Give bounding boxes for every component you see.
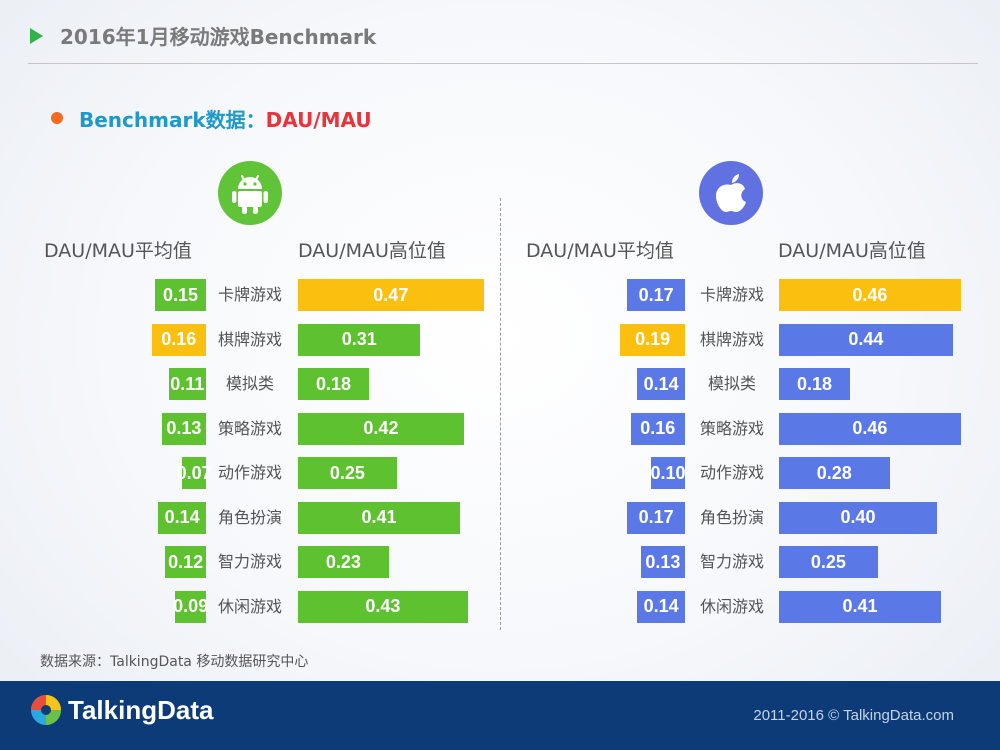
ios-avg-header: DAU/MAU平均值	[526, 240, 674, 262]
footer-bar	[0, 681, 1000, 750]
android-avg-bar: 0.12	[165, 546, 206, 578]
android-avg-bar: 0.16	[151, 323, 206, 356]
android-category-label: 休闲游戏	[217, 596, 282, 616]
platform-divider	[500, 198, 501, 630]
ios-high-bar: 0.46	[779, 412, 961, 445]
android-avg-bar: 0.13	[161, 412, 206, 445]
android-high-bar: 0.18	[298, 368, 370, 400]
android-high-bar: 0.42	[298, 412, 464, 445]
ios-avg-bar: 0.17	[627, 279, 685, 311]
android-icon	[218, 161, 282, 225]
section-metric: DAU/MAU	[265, 108, 372, 132]
ios-high-bar: 0.44	[779, 323, 953, 356]
ios-category-label: 角色扮演	[699, 507, 764, 527]
android-high-bar: 0.25	[298, 457, 397, 489]
ios-avg-bar: 0.16	[630, 412, 685, 445]
android-avg-bar: 0.07	[177, 457, 212, 489]
android-category-label: 模拟类	[225, 374, 274, 393]
android-category-label: 角色扮演	[217, 507, 282, 527]
android-avg-bar: 0.14	[158, 501, 206, 534]
header-divider	[28, 63, 978, 64]
section-title: Benchmark数据：DAU/MAU	[79, 104, 372, 133]
android-category-label: 动作游戏	[217, 463, 282, 482]
ios-high-bar: 0.18	[779, 368, 851, 400]
android-category-label: 策略游戏	[217, 418, 282, 438]
ios-avg-bar: 0.14	[637, 368, 685, 400]
brand-logo: TalkingData	[30, 694, 213, 726]
page-title: 2016年1月移动游戏Benchmark	[60, 25, 377, 49]
ios-category-label: 休闲游戏	[699, 596, 764, 616]
android-high-bar: 0.31	[298, 323, 421, 356]
android-high-bar: 0.43	[298, 590, 468, 623]
ios-category-label: 卡牌游戏	[699, 285, 764, 304]
ios-category-label: 动作游戏	[699, 463, 764, 482]
android-avg-bar: 0.09	[173, 590, 208, 623]
ios-high-header: DAU/MAU高位值	[778, 240, 926, 262]
ios-category-label: 棋牌游戏	[699, 329, 764, 349]
ios-high-bar: 0.41	[779, 590, 941, 623]
android-high-bar: 0.23	[298, 546, 389, 578]
copyright-text: 2011-2016 © TalkingData.com	[753, 707, 954, 724]
brand-name: TalkingData	[68, 694, 214, 725]
apple-icon	[699, 161, 763, 225]
ios-category-label: 策略游戏	[699, 418, 764, 438]
android-category-label: 卡牌游戏	[217, 285, 282, 304]
ios-avg-bar: 0.17	[627, 501, 685, 534]
android-avg-bar: 0.15	[155, 279, 206, 311]
ios-avg-bar: 0.19	[620, 323, 685, 356]
ios-high-bar: 0.28	[779, 457, 890, 489]
section-label: Benchmark数据：	[79, 108, 266, 132]
ios-category-label: 模拟类	[707, 374, 756, 393]
bullet-dot-icon	[51, 112, 63, 124]
android-avg-header: DAU/MAU平均值	[44, 240, 192, 262]
data-source-note: 数据来源：TalkingData 移动数据研究中心	[40, 654, 309, 670]
talkingdata-logo-icon	[31, 695, 61, 725]
ios-high-bar: 0.25	[779, 546, 878, 578]
android-category-label: 智力游戏	[217, 552, 282, 571]
ios-category-label: 智力游戏	[699, 552, 764, 571]
android-high-bar: 0.47	[298, 279, 484, 311]
ios-high-bar: 0.46	[779, 279, 961, 311]
play-arrow-icon	[30, 28, 43, 44]
ios-avg-bar: 0.14	[637, 590, 685, 623]
android-category-label: 棋牌游戏	[217, 329, 282, 349]
android-high-header: DAU/MAU高位值	[298, 240, 446, 262]
android-avg-bar: 0.11	[168, 368, 206, 400]
ios-avg-bar: 0.13	[640, 546, 685, 578]
ios-high-bar: 0.40	[779, 501, 937, 534]
android-high-bar: 0.41	[298, 501, 460, 534]
ios-avg-bar: 0.10	[650, 457, 686, 489]
